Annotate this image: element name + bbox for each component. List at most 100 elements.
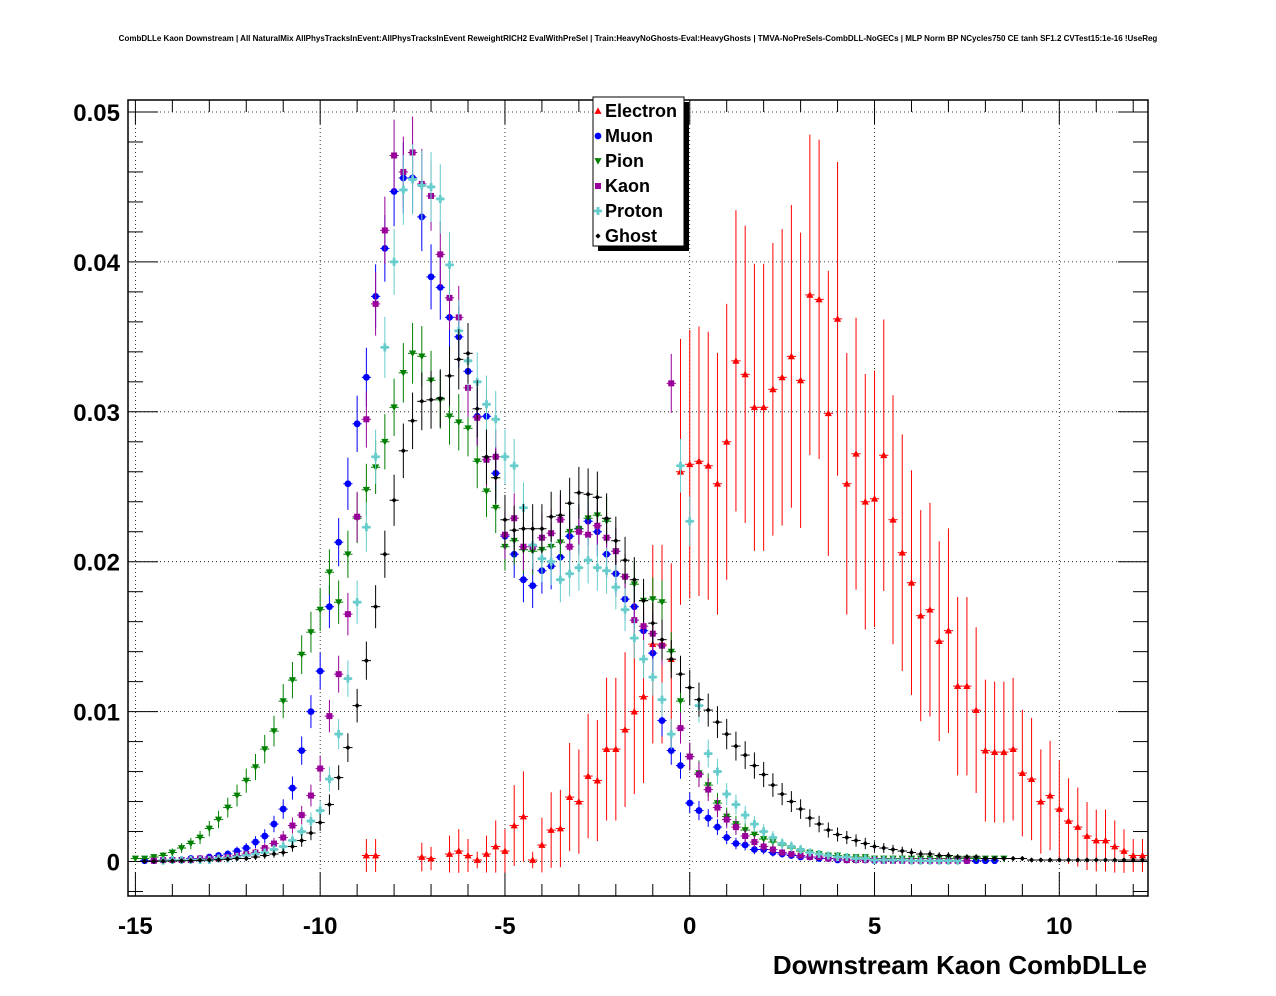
marker-muon: [298, 747, 306, 754]
data-point-ghost: [795, 799, 806, 819]
legend-entry-kaon: Kaon: [595, 176, 650, 196]
data-point-kaon: [324, 699, 335, 733]
marker-muon: [723, 834, 731, 841]
data-point-ghost: [1045, 857, 1055, 863]
marker-kaon: [317, 765, 324, 772]
marker-muon: [362, 373, 370, 381]
marker-ghost: [853, 837, 859, 844]
data-point-ghost: [666, 639, 676, 679]
data-point-ghost: [1110, 857, 1120, 863]
marker-ghost: [271, 851, 277, 857]
marker-proton: [935, 856, 944, 865]
data-point-electron: [370, 839, 381, 873]
data-point-proton: [722, 783, 732, 806]
data-point-ghost: [140, 858, 150, 864]
marker-electron: [1120, 847, 1128, 854]
data-point-muon: [722, 830, 732, 845]
marker-pion: [298, 651, 306, 659]
data-point-ghost: [990, 855, 1000, 862]
data-point-electron: [703, 331, 713, 600]
marker-ghost: [585, 491, 591, 497]
data-point-proton: [407, 144, 418, 215]
marker-kaon: [705, 786, 712, 793]
data-point-ghost: [749, 752, 760, 779]
data-point-electron: [583, 713, 593, 839]
marker-electron: [991, 748, 999, 755]
marker-proton: [279, 842, 288, 851]
marker-ghost: [668, 656, 674, 662]
data-point-ghost: [722, 718, 732, 750]
data-point-ghost: [546, 491, 556, 542]
marker-electron: [917, 612, 925, 619]
data-point-proton: [638, 639, 649, 679]
marker-electron: [1101, 836, 1110, 844]
marker-ghost: [188, 858, 194, 864]
data-point-ghost: [417, 372, 427, 431]
marker-proton: [630, 634, 639, 643]
data-point-ghost: [703, 693, 713, 727]
data-point-muon: [334, 518, 344, 567]
data-point-kaon: [334, 655, 344, 693]
data-point-kaon: [306, 784, 316, 807]
data-point-ghost: [370, 585, 381, 629]
data-point-electron: [759, 263, 769, 551]
marker-electron: [963, 682, 971, 690]
marker-ghost: [1038, 857, 1044, 863]
data-point-electron: [1119, 829, 1129, 873]
marker-pion: [233, 792, 241, 800]
data-point-proton: [324, 766, 335, 792]
data-point-electron: [953, 596, 963, 776]
marker-muon: [344, 480, 352, 488]
marker-electron: [464, 851, 472, 859]
data-point-electron: [722, 303, 732, 580]
x-axis-title: Downstream Kaon CombDLLe: [773, 950, 1147, 980]
data-point-proton: [565, 550, 575, 597]
marker-electron: [602, 745, 611, 752]
marker-electron: [621, 726, 629, 733]
data-point-ghost: [343, 733, 353, 762]
marker-ghost: [807, 815, 813, 821]
data-point-proton: [361, 502, 371, 552]
data-point-proton: [860, 854, 870, 863]
marker-electron: [870, 495, 879, 502]
marker-kaon: [677, 725, 684, 732]
data-point-electron: [601, 677, 612, 821]
data-point-electron: [786, 204, 796, 508]
marker-kaon: [751, 839, 758, 846]
data-point-ghost: [528, 504, 538, 554]
marker-electron: [843, 480, 851, 487]
legend-entry-muon: Muon: [594, 126, 653, 146]
marker-proton: [713, 767, 722, 776]
data-point-ghost: [685, 669, 695, 706]
data-point-ghost: [768, 773, 778, 797]
data-point-proton: [334, 718, 344, 750]
data-point-proton: [435, 164, 445, 234]
data-point-muon: [241, 843, 251, 853]
data-point-electron: [694, 326, 704, 596]
data-point-ghost: [287, 841, 298, 852]
data-point-proton: [500, 429, 510, 484]
data-point-electron: [1073, 787, 1083, 867]
marker-ghost: [234, 855, 240, 862]
marker-proton: [537, 554, 546, 563]
data-point-ghost: [620, 536, 630, 584]
marker-electron: [639, 693, 648, 700]
data-point-ghost: [1026, 857, 1037, 863]
marker-ghost: [1102, 857, 1109, 863]
marker-electron: [418, 853, 426, 860]
marker-electron: [760, 403, 768, 411]
data-point-proton: [509, 438, 519, 493]
data-point-electron: [611, 677, 621, 821]
data-point-proton: [675, 438, 686, 493]
x-tick-label: -5: [494, 913, 515, 940]
data-point-pion: [204, 820, 214, 837]
marker-proton: [898, 856, 907, 865]
marker-pion: [649, 596, 657, 603]
data-point-pion: [398, 343, 408, 403]
data-point-ghost: [426, 370, 436, 429]
marker-ghost: [899, 848, 905, 854]
legend-marker-proton: [594, 207, 602, 216]
marker-pion: [168, 849, 176, 857]
marker-electron: [1111, 842, 1119, 850]
data-point-pion: [195, 830, 205, 845]
